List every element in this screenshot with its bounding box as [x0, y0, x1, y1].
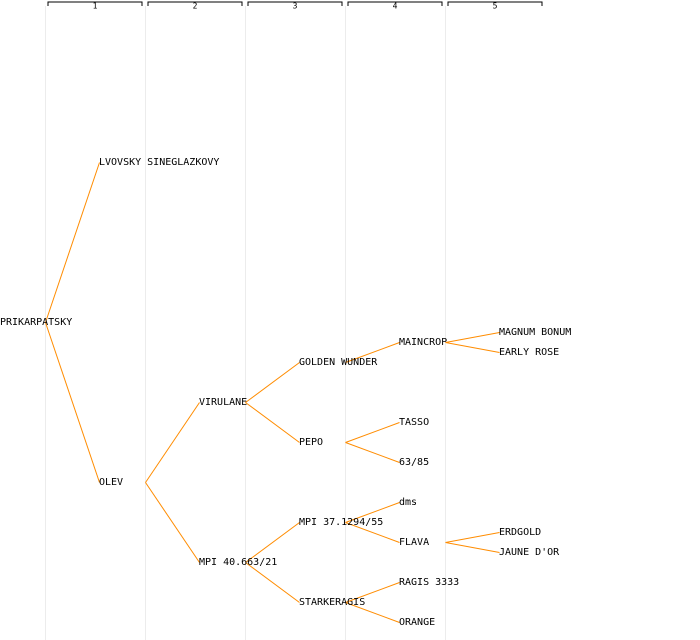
node-label: RAGIS 3333: [399, 577, 459, 588]
node-label: ERDGOLD: [499, 527, 541, 538]
column-bracket: [347, 1, 443, 6]
column-bracket: [247, 1, 343, 6]
branch: [345, 342, 400, 363]
node-label: GOLDEN WUNDER: [299, 357, 378, 368]
node-label: STARKERAGIS: [299, 597, 365, 608]
node-label: PRIKARPATSKY: [0, 317, 72, 328]
node-label: PEPO: [299, 437, 323, 448]
node-label: MAINCROP: [399, 337, 447, 348]
branch: [345, 502, 400, 523]
node-label: TASSO: [399, 417, 429, 428]
branch: [145, 402, 200, 483]
node-label: dms: [399, 497, 417, 508]
column-label: 2: [193, 2, 198, 11]
branch: [345, 522, 400, 543]
branch: [345, 422, 400, 443]
branch: [445, 342, 500, 353]
column-bracket: [447, 1, 543, 6]
node-label: MAGNUM BONUM: [499, 327, 571, 338]
branch: [445, 332, 500, 343]
node-label: MPI 37.1294/55: [299, 517, 383, 528]
node-label: FLAVA: [399, 537, 429, 548]
node-label: OLEV: [99, 477, 123, 488]
column-label: 1: [93, 2, 98, 11]
node-label: JAUNE D'OR: [499, 547, 560, 558]
node-label: 63/85: [399, 457, 429, 468]
branch: [345, 442, 400, 463]
node-label: LVOVSKY SINEGLAZKOVY: [99, 157, 219, 168]
branch: [245, 562, 300, 603]
branch: [245, 402, 300, 443]
column-label: 5: [493, 2, 498, 11]
node-label: EARLY ROSE: [499, 347, 559, 358]
column-bracket: [47, 1, 143, 6]
branch: [345, 582, 400, 603]
column-label: 4: [393, 2, 398, 11]
branch: [45, 322, 100, 483]
branch: [345, 602, 400, 623]
node-label: MPI 40.663/21: [199, 557, 277, 568]
branch: [45, 162, 100, 323]
branch: [145, 482, 200, 563]
node-label: VIRULANE: [199, 397, 247, 408]
branch: [445, 542, 500, 553]
branch: [445, 532, 500, 543]
branch: [245, 522, 300, 563]
column-label: 3: [293, 2, 298, 11]
node-label: ORANGE: [399, 617, 435, 628]
branch: [245, 362, 300, 403]
column-bracket: [147, 1, 243, 6]
